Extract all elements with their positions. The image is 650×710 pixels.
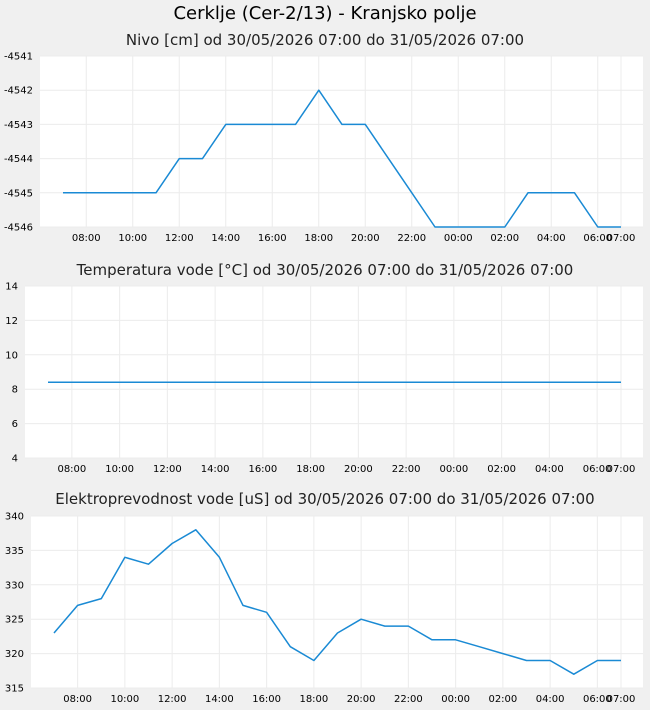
x-tick-label: 22:00	[397, 233, 426, 244]
y-tick-label: 12	[5, 316, 18, 327]
y-tick-label: 4	[12, 454, 18, 465]
y-tick-label: 10	[5, 350, 18, 361]
x-tick-label: 04:00	[535, 464, 564, 475]
chart-title-temperatura: Temperatura vode [°C] od 30/05/2026 07:0…	[76, 261, 574, 279]
x-tick-label: 16:00	[258, 233, 287, 244]
y-tick-label: 6	[12, 419, 18, 430]
series-line-elektroprevodnost	[53, 529, 621, 675]
plot-nivo: -4541 -4542 -4543 -4544 -4545 -4546 08:00 10:00…	[4, 52, 643, 244]
x-tick-label: 07:00	[607, 464, 636, 475]
x-tick-label: 08:00	[72, 233, 101, 244]
x-tick-label: 22:00	[394, 694, 423, 705]
x-tick-label: 20:00	[351, 233, 380, 244]
x-tick-label: 14:00	[205, 694, 234, 705]
y-tick-label: -4546	[4, 223, 33, 234]
plot-background	[40, 56, 643, 227]
x-tick-label: 10:00	[105, 464, 134, 475]
x-tick-label: 07:00	[607, 694, 636, 705]
x-tick-label: 02:00	[487, 464, 516, 475]
series-line-nivo	[63, 89, 621, 228]
y-tick-label: -4544	[4, 154, 33, 165]
y-tick-label: 315	[5, 684, 24, 695]
x-tick-label: 14:00	[201, 464, 230, 475]
x-tick-label: 12:00	[165, 233, 194, 244]
x-tick-label: 08:00	[57, 464, 86, 475]
y-tick-label: 330	[5, 580, 24, 591]
x-tick-label: 00:00	[441, 694, 470, 705]
y-tick-label: -4542	[4, 86, 33, 97]
x-tick-label: 12:00	[153, 464, 182, 475]
x-tick-label: 18:00	[299, 694, 328, 705]
y-tick-label: 335	[5, 546, 24, 557]
x-tick-label: 02:00	[490, 233, 519, 244]
plot-temperatura: 14 12 10 8 6 4 08:00 10:00 12:00 14:00 16:00 18:00 2…	[5, 282, 643, 475]
y-tick-label: -4541	[4, 52, 33, 63]
chart-title-elektroprevodnost: Elektroprevodnost vode [uS] od 30/05/202…	[55, 490, 595, 508]
x-tick-label: 07:00	[607, 233, 636, 244]
x-tick-label: 10:00	[118, 233, 147, 244]
x-tick-label: 14:00	[211, 233, 240, 244]
plot-background	[25, 286, 643, 458]
x-tick-label: 06:00	[583, 464, 612, 475]
y-tick-label: 14	[5, 282, 18, 293]
x-tick-label: 08:00	[63, 694, 92, 705]
x-tick-label: 00:00	[444, 233, 473, 244]
x-tick-label: 22:00	[392, 464, 421, 475]
y-tick-label: 320	[5, 649, 24, 660]
y-tick-label: 8	[12, 385, 18, 396]
x-tick-label: 18:00	[296, 464, 325, 475]
y-tick-label: 325	[5, 615, 24, 626]
x-tick-label: 02:00	[488, 694, 517, 705]
x-tick-label: 06:00	[583, 694, 612, 705]
x-tick-label: 20:00	[347, 694, 376, 705]
x-tick-label: 00:00	[439, 464, 468, 475]
x-tick-label: 04:00	[536, 694, 565, 705]
x-tick-label: 20:00	[344, 464, 373, 475]
plot-elektroprevodnost: 340 335 330 325 320 315 08:00 10:00 12:00 14:00 16…	[5, 512, 643, 705]
y-tick-label: -4543	[4, 120, 33, 131]
y-tick-label: 340	[5, 512, 24, 523]
x-tick-label: 16:00	[252, 694, 281, 705]
chart-title-nivo: Nivo [cm] od 30/05/2026 07:00 do 31/05/2…	[125, 31, 525, 49]
main-title: Cerklje (Cer-2/13) - Kranjsko polje	[173, 3, 477, 24]
x-tick-label: 18:00	[304, 233, 333, 244]
x-tick-label: 10:00	[110, 694, 139, 705]
x-tick-label: 16:00	[248, 464, 277, 475]
y-tick-label: -4545	[4, 188, 33, 199]
x-tick-label: 06:00	[583, 233, 612, 244]
x-tick-label: 04:00	[537, 233, 566, 244]
x-tick-label: 12:00	[158, 694, 187, 705]
plot-background	[31, 516, 643, 688]
